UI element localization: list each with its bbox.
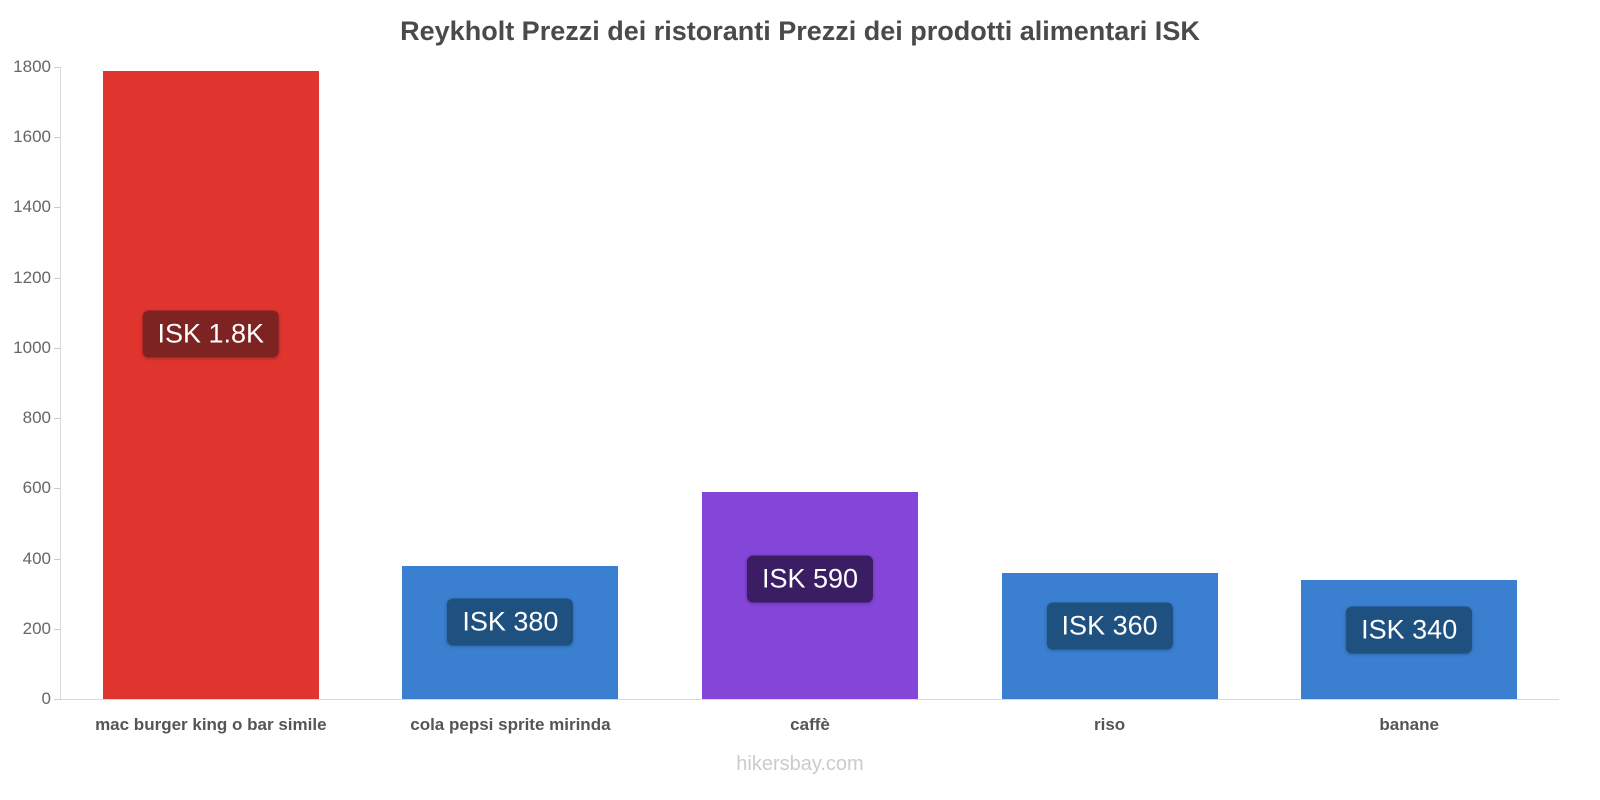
x-category-label: cola pepsi sprite mirinda: [410, 715, 611, 734]
y-tick-mark: [54, 277, 61, 279]
bar-value-label: ISK 360: [1046, 602, 1173, 650]
x-category-label: mac burger king o bar simile: [95, 715, 327, 734]
y-tick-label: 800: [22, 408, 51, 428]
y-tick-label: 1800: [13, 57, 51, 76]
y-tick-mark: [54, 207, 61, 209]
y-tick-mark: [54, 418, 61, 420]
bar: [102, 70, 319, 699]
y-tick-mark: [54, 488, 61, 490]
bar-value-label: ISK 380: [447, 598, 574, 646]
bar-value-label: ISK 340: [1346, 606, 1473, 654]
x-category-label: riso: [1094, 715, 1126, 734]
y-tick-label: 0: [41, 689, 51, 708]
plot-area: 0 200 400 600 800 1000 1200 1400 1600 1800 ISK 1.8…: [13, 57, 1559, 734]
y-tick-mark: [54, 67, 61, 68]
y-tick-mark: [54, 699, 61, 700]
watermark-link: hikersbay.com: [736, 753, 864, 775]
y-tick-mark: [54, 347, 61, 349]
y-tick-label: 1600: [13, 127, 51, 147]
x-category-label: caffè: [790, 715, 830, 734]
y-tick-label: 600: [22, 478, 51, 498]
y-tick-mark: [54, 558, 61, 560]
y-tick-mark: [54, 628, 61, 630]
y-tick-label: 200: [22, 618, 51, 638]
y-tick-label: 1400: [13, 197, 51, 217]
y-tick-label: 1200: [13, 267, 51, 287]
chart-title: Reykholt Prezzi dei ristoranti Prezzi de…: [400, 16, 1200, 46]
bar-value-label: ISK 590: [746, 555, 874, 603]
y-tick-label: 1000: [13, 337, 51, 357]
bar-value-label: ISK 1.8K: [142, 310, 280, 358]
y-tick-mark: [54, 137, 61, 139]
y-tick-label: 400: [22, 548, 51, 568]
x-category-label: banane: [1379, 715, 1439, 734]
